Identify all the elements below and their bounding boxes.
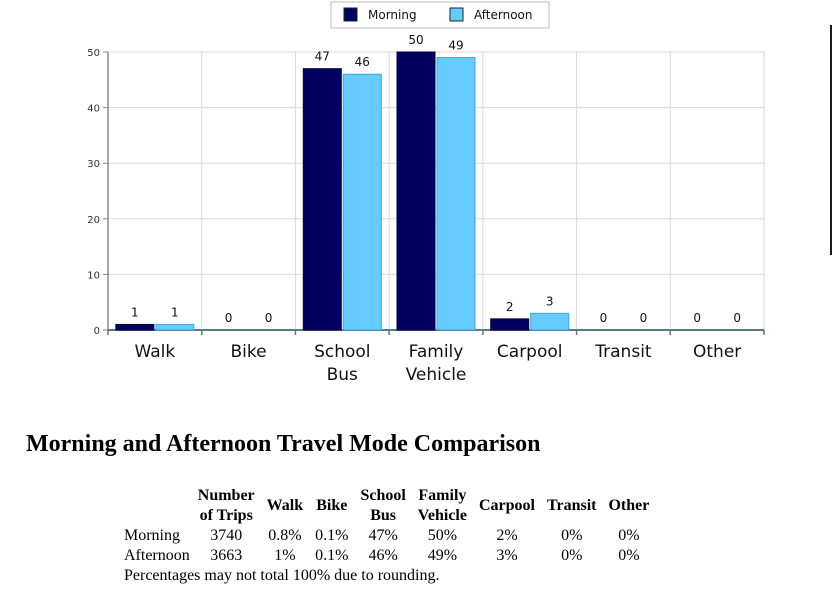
y-tick-label: 20 <box>87 215 100 226</box>
cell-trips: 3740 <box>210 527 243 544</box>
cell-bike: 0.1% <box>315 547 349 564</box>
table-header-line: Walk <box>266 497 304 514</box>
data-label-morning-family-vehicle: 50 <box>408 33 423 47</box>
x-tick-label-family-vehicle: Vehicle <box>406 365 467 385</box>
table-header-bike: Bike <box>309 486 354 526</box>
data-label-afternoon-family-vehicle: 49 <box>448 39 463 53</box>
data-label-afternoon-walk: 1 <box>171 305 179 319</box>
cell-carpool: 3% <box>496 547 518 564</box>
data-label-afternoon-transit: 0 <box>640 311 648 325</box>
y-tick-label: 0 <box>94 326 100 337</box>
y-tick-label: 40 <box>87 104 100 115</box>
table-header-line: Bus <box>370 507 397 524</box>
data-label-morning-carpool: 2 <box>506 300 514 314</box>
y-tick-label: 30 <box>87 159 100 170</box>
data-label-afternoon-other: 0 <box>733 311 741 325</box>
trip-comparison-table: Number of Trips Walk Bike School Bus Fam… <box>120 486 655 586</box>
y-tick-label: 10 <box>87 270 100 281</box>
x-tick-label-school-bus: School <box>314 342 370 362</box>
data-label-morning-bike: 0 <box>225 311 233 325</box>
x-tick-label-school-bus: Bus <box>327 365 358 385</box>
cell-school-bus: 47% <box>368 527 398 544</box>
table-header-walk: Walk <box>261 486 309 526</box>
bar-morning-school-bus <box>302 68 342 331</box>
legend-label-morning: Morning <box>368 8 417 22</box>
table-header-line: Family <box>418 487 467 504</box>
data-label-afternoon-bike: 0 <box>265 311 273 325</box>
table-note-row: Percentages may not total 100% due to ro… <box>120 566 655 586</box>
table-header-empty <box>120 486 192 526</box>
table-header-line: Carpool <box>478 497 535 514</box>
report-title: Morning and Afternoon Travel Mode Compar… <box>26 431 541 457</box>
cell-walk: 1% <box>274 547 296 564</box>
data-label-afternoon-school-bus: 46 <box>355 55 370 69</box>
table-header-line: Bike <box>316 497 348 514</box>
chart-labels: Walk Bike School Bus Family Vehicle Carpool Tra… <box>131 33 741 385</box>
x-tick-label-walk: Walk <box>134 342 175 362</box>
table-header-line: Transit <box>546 497 597 514</box>
x-tick-label-other: Other <box>693 342 741 362</box>
cell-family-vehicle: 50% <box>427 527 458 544</box>
row-label: Afternoon <box>124 547 190 564</box>
bar-afternoon-walk <box>155 323 195 331</box>
table-header-line: of Trips <box>199 507 253 524</box>
table-header-number-of-trips: Number of Trips <box>192 486 261 526</box>
x-tick-label-carpool: Carpool <box>497 342 563 362</box>
cell-school-bus: 46% <box>368 547 398 564</box>
cell-family-vehicle: 49% <box>427 547 458 564</box>
cell-transit: 0% <box>561 527 583 544</box>
cell-carpool: 2% <box>496 527 518 544</box>
table-header-row: Number of Trips Walk Bike School Bus Fam… <box>120 486 655 526</box>
table-row-afternoon: Afternoon 3663 1% 0.1% 46% 49% 3% 0% 0% <box>120 546 655 566</box>
table-header-carpool: Carpool <box>473 486 541 526</box>
x-tick-label-bike: Bike <box>231 342 267 362</box>
table-header-family-vehicle: Family Vehicle <box>412 486 473 526</box>
table-header-line: Vehicle <box>417 507 467 524</box>
table-header-other: Other <box>602 486 655 526</box>
window-edge-divider <box>830 25 832 255</box>
cell-transit: 0% <box>561 547 583 564</box>
data-label-afternoon-carpool: 3 <box>546 294 554 308</box>
data-label-morning-other: 0 <box>693 311 701 325</box>
table-header-transit: Transit <box>541 486 602 526</box>
bar-afternoon-school-bus <box>342 73 382 331</box>
y-tick-label: 50 <box>87 48 100 59</box>
chart-grid <box>107 51 765 331</box>
legend-label-afternoon: Afternoon <box>474 8 533 22</box>
data-label-morning-walk: 1 <box>131 305 139 319</box>
bar-morning-carpool <box>490 318 530 331</box>
chart-legend: Morning Afternoon <box>330 1 550 29</box>
bar-afternoon-carpool <box>530 312 570 331</box>
cell-bike: 0.1% <box>315 527 349 544</box>
bar-morning-walk <box>115 323 155 331</box>
table-header-school-bus: School Bus <box>354 486 411 526</box>
rounding-note: Percentages may not total 100% due to ro… <box>124 567 440 584</box>
x-tick-label-transit: Transit <box>594 342 652 362</box>
row-label: Morning <box>124 527 180 544</box>
bar-afternoon-family-vehicle <box>436 57 476 331</box>
cell-other: 0% <box>618 527 640 544</box>
bar-morning-family-vehicle <box>396 51 436 331</box>
data-label-morning-transit: 0 <box>600 311 608 325</box>
legend-swatch-afternoon <box>449 7 464 22</box>
table-row-morning: Morning 3740 0.8% 0.1% 47% 50% 2% 0% 0% <box>120 526 655 546</box>
table-header-line: Number <box>197 487 255 504</box>
x-tick-label-family-vehicle: Family <box>409 342 464 362</box>
legend-swatch-morning <box>343 7 358 22</box>
cell-trips: 3663 <box>210 547 243 564</box>
cell-other: 0% <box>618 547 640 564</box>
table-header-line: School <box>360 487 406 504</box>
plot-area <box>107 51 765 331</box>
data-label-morning-school-bus: 47 <box>315 50 330 64</box>
table-header-line: Other <box>608 497 650 514</box>
chart-bars <box>115 51 570 331</box>
legend-box <box>330 1 550 29</box>
cell-walk: 0.8% <box>268 527 302 544</box>
